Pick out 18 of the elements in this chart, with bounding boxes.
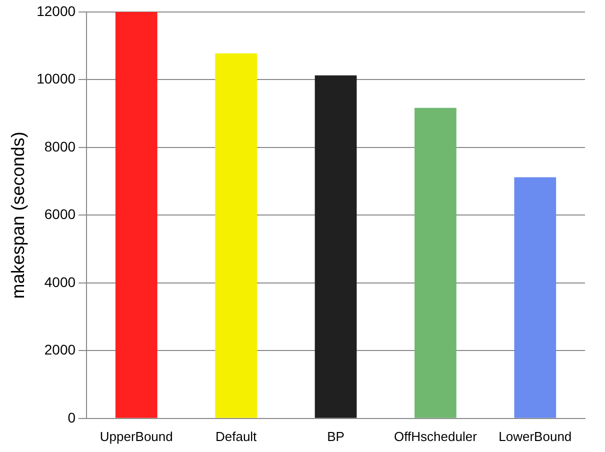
x-tick-label: OffHscheduler (394, 428, 478, 444)
y-tick-label: 10000 (36, 70, 76, 87)
bar (314, 75, 357, 418)
bar (414, 108, 456, 418)
bar (115, 12, 158, 418)
y-tick-label: 2000 (44, 342, 76, 358)
x-tick-label: UpperBound (100, 428, 173, 444)
y-tick-label: 8000 (44, 138, 76, 154)
x-tick-label: LowerBound (498, 428, 572, 444)
y-axis-title: makespan (seconds) (8, 132, 28, 299)
x-tick-label: Default (215, 428, 258, 444)
bar (514, 177, 556, 418)
y-tick-label: 4000 (44, 274, 76, 290)
x-tick-label: BP (327, 428, 344, 444)
y-tick-label: 0 (68, 409, 76, 426)
y-tick-label: 6000 (44, 206, 76, 222)
y-tick-label: 12000 (36, 2, 76, 19)
bar (215, 53, 258, 418)
